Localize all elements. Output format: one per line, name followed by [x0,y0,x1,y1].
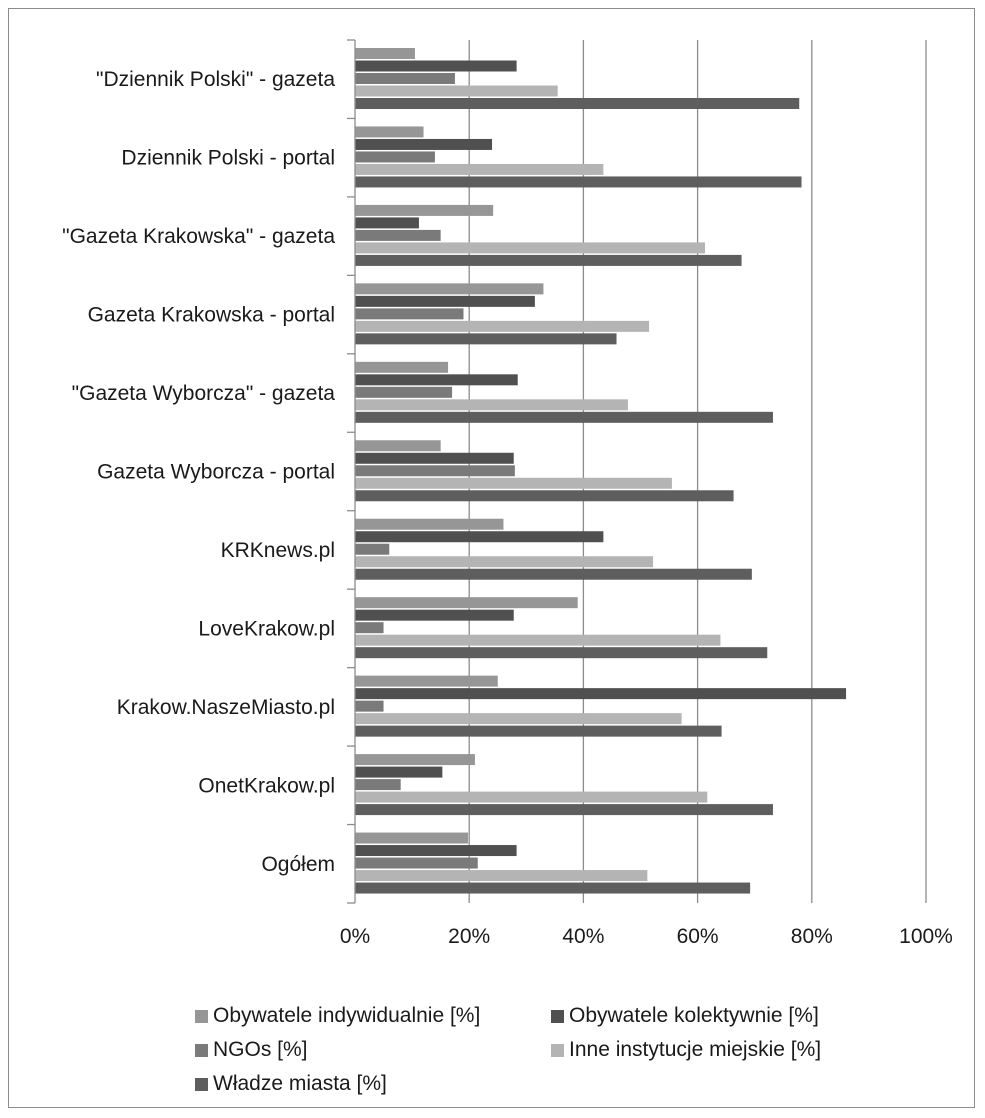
bar [355,791,708,803]
bar [355,490,734,502]
category-label: Dziennik Polski - portal [121,147,335,170]
bar [355,518,504,530]
bar [355,308,464,320]
bar [355,766,443,778]
bar [355,647,768,659]
bar [355,73,455,84]
bar [355,779,401,791]
legend-item: Obywatele kolektywnie [%] [551,1004,819,1027]
category-label: "Dziennik Polski" - gazeta [96,68,335,91]
bar [355,857,478,869]
bar [355,465,515,477]
bar [355,543,390,555]
bar [355,832,469,844]
bar [355,60,517,72]
bar [355,229,441,241]
bar [355,804,773,816]
bar [355,622,384,634]
bar [355,597,578,609]
category-label: OnetKrakow.pl [198,774,335,797]
x-tick-label: 80% [791,925,833,948]
legend-swatch [195,1010,208,1023]
bar [355,217,419,229]
bar [355,295,535,307]
bar [355,242,706,254]
category-label: Gazeta Wyborcza - portal [97,461,335,484]
bar [355,98,800,109]
bar [355,163,604,175]
category-label: KRKnews.pl [221,539,335,562]
legend-item: NGOs [%] [195,1038,308,1061]
legend-swatch [195,1078,208,1091]
x-tick-label: 60% [677,925,719,948]
bar [355,399,628,411]
bar [355,675,498,687]
bar [355,688,847,700]
bar [355,754,475,766]
bar [355,882,751,894]
bar [355,386,453,398]
category-label: "Gazeta Krakowska" - gazeta [62,225,335,248]
bar [355,254,742,266]
bar [355,411,773,423]
legend-label: Obywatele kolektywnie [%] [569,1004,819,1027]
bar [355,725,722,737]
bar [355,283,544,295]
bar [355,556,654,568]
bar [355,151,435,163]
bar [355,531,604,543]
legend-item: Władze miasta [%] [195,1072,387,1095]
bar [355,138,493,150]
bar [355,176,802,188]
legend-swatch [551,1010,564,1023]
x-tick-label: 100% [899,925,953,948]
bar [355,204,494,216]
chart-frame: "Dziennik Polski" - gazeta Dziennik Polsk… [8,8,975,1108]
category-label: Ogółem [261,853,335,876]
legend-label: NGOs [%] [213,1038,308,1061]
legend-swatch [551,1044,564,1057]
legend-item: Obywatele indywidualnie [%] [195,1004,480,1027]
bar [355,48,415,59]
bar [355,870,648,882]
axes [347,39,356,904]
category-label: "Gazeta Wyborcza" - gazeta [72,382,336,405]
category-label: Krakow.NaszeMiasto.pl [117,696,335,719]
bar [355,320,650,332]
legend-label: Władze miasta [%] [213,1072,387,1095]
bar [355,85,558,97]
legend-label: Obywatele indywidualnie [%] [213,1004,480,1027]
legend-item: Inne instytucje miejskie [%] [551,1038,821,1061]
bar [355,374,518,386]
bar [355,700,384,712]
x-tick-label: 20% [448,925,490,948]
bar [355,333,617,345]
category-labels: "Dziennik Polski" - gazeta Dziennik Polsk… [62,68,335,876]
bar [355,634,721,646]
category-label: Gazeta Krakowska - portal [88,304,335,327]
legend-label: Inne instytucje miejskie [%] [569,1038,821,1061]
x-tick-label: 40% [562,925,604,948]
legend-swatch [195,1044,208,1057]
bar [355,361,449,373]
bar [355,477,672,489]
x-tick-labels: 0% 20% 40% 60% 80% 100% [340,925,953,948]
category-label: LoveKrakow.pl [198,617,335,640]
bar [355,440,441,452]
x-tick-label: 0% [340,925,370,948]
bar [355,568,752,580]
bar [355,452,514,464]
bar [355,845,517,857]
bar-chart: "Dziennik Polski" - gazeta Dziennik Polsk… [62,39,953,1095]
bars [355,48,847,894]
bar [355,126,424,138]
bar [355,713,682,725]
legend: Obywatele indywidualnie [%] Obywatele kol… [195,1004,821,1095]
bar [355,609,514,621]
